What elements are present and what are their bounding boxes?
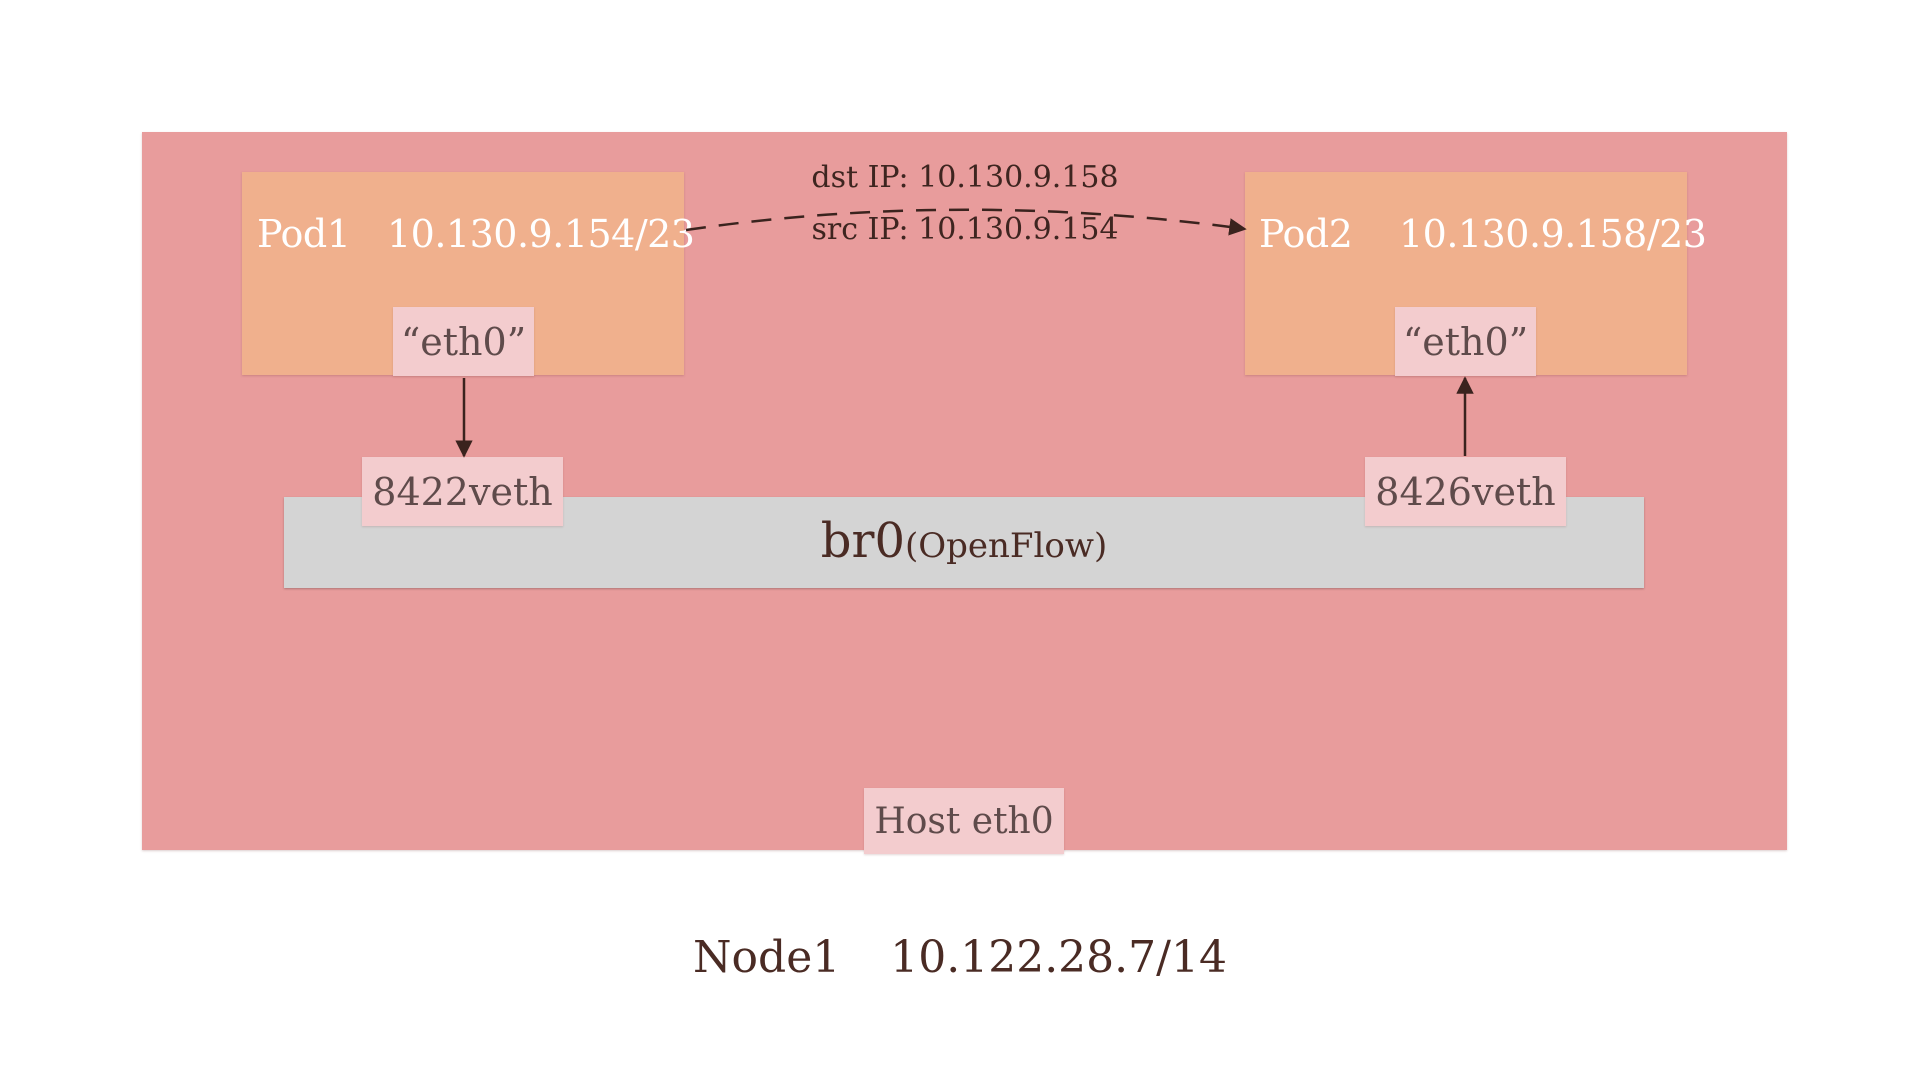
packet-src-ip-label: src IP: 10.130.9.154 xyxy=(811,212,1119,247)
host-eth0-interface: Host eth0 xyxy=(864,788,1064,854)
pod1-box: Pod1 10.130.9.154/23 xyxy=(242,172,695,375)
bridge-type: (OpenFlow) xyxy=(904,526,1108,566)
pod1-name: Pod1 xyxy=(257,212,351,256)
pod2-ip: 10.130.9.158/23 xyxy=(1399,212,1707,256)
pod1-veth: 8422veth xyxy=(362,457,563,526)
pod2-name: Pod2 xyxy=(1259,212,1353,256)
pod2-veth: 8426veth xyxy=(1365,457,1566,526)
bridge-label: br0(OpenFlow) xyxy=(284,513,1644,569)
node-ip: 10.122.28.7/14 xyxy=(890,932,1227,983)
bridge-name: br0 xyxy=(820,513,905,569)
pod1-ip: 10.130.9.154/23 xyxy=(387,212,695,256)
pod2-eth0-interface: “eth0” xyxy=(1395,307,1536,376)
pod1-eth0-interface: “eth0” xyxy=(393,307,534,376)
node-caption: Node1 10.122.28.7/14 xyxy=(0,932,1920,983)
packet-dst-ip-label: dst IP: 10.130.9.158 xyxy=(811,160,1119,195)
node-name: Node1 xyxy=(693,932,841,983)
